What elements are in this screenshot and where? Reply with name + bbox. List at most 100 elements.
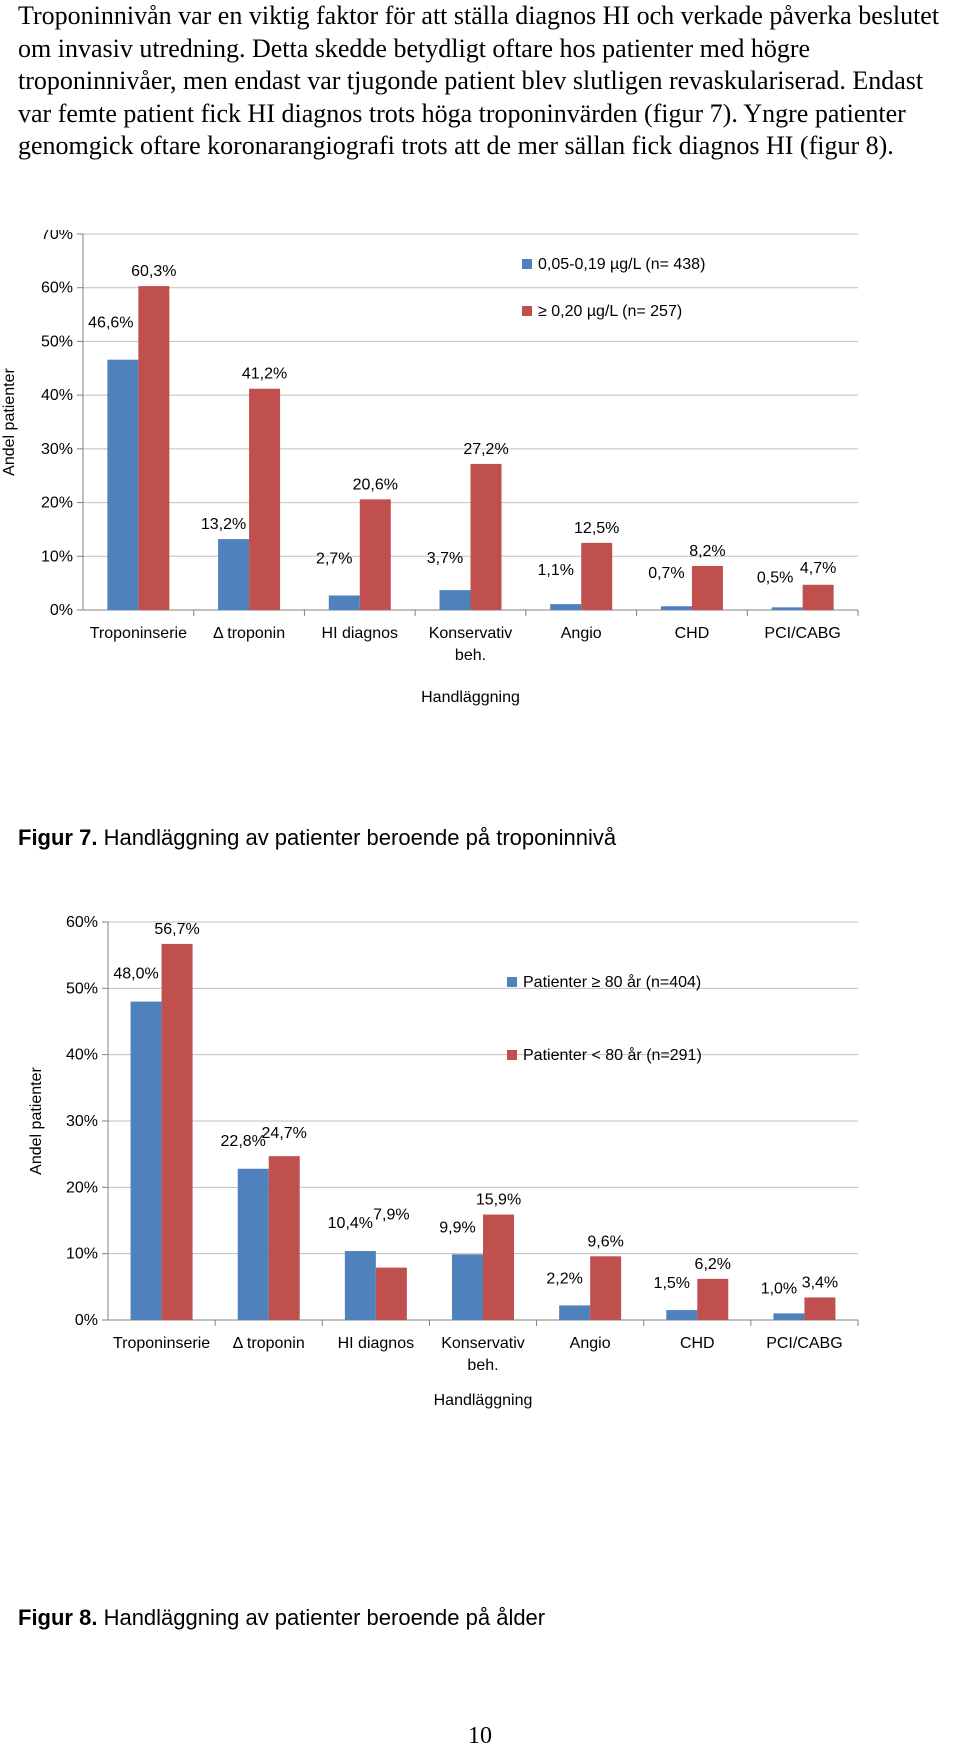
bar-series-2 [802,584,834,610]
x-tick-label: Δ troponin [213,625,285,642]
x-tick-label: Angio [570,1335,611,1352]
data-label: 4,7% [800,560,836,577]
bar-series-1 [328,595,360,610]
y-tick-label: 10% [66,1246,98,1263]
data-label: 48,0% [113,966,158,983]
figure-7-chart: 0% 10% 20% 30% 40% 50% 60% 70% Andel patienter Tr… [1,230,859,706]
figure-7-label: Figur 7. [18,825,98,850]
legend-label-1: 0,05-0,19 µg/L (n= 438) [538,256,705,273]
data-label: 2,7% [316,550,352,567]
data-label: 56,7% [154,921,199,938]
data-label: 9,6% [587,1233,623,1250]
figure-7-caption-text: Handläggning av patienter beroende på tr… [97,825,617,850]
bar-series-2 [161,943,193,1320]
data-label: 12,5% [574,520,619,537]
x-tick-label: Konservativ [429,625,513,642]
bar-series-1 [344,1251,376,1320]
y-tick-label: 0% [50,602,73,619]
y-axis-title: Andel patienter [28,1067,45,1175]
legend-label-1: Patienter ≥ 80 år (n=404) [523,973,701,991]
data-label: 22,8% [221,1133,266,1150]
legend-swatch-2 [522,306,532,316]
data-label: 0,5% [757,569,793,586]
bar-series-1 [107,359,139,610]
body-paragraph: Troponinnivån var en viktig faktor för a… [18,1,940,160]
data-label: 7,9% [373,1207,409,1224]
bar-series-2 [697,1278,729,1320]
data-label: 41,2% [242,366,287,383]
bar-series-1 [660,606,692,610]
data-label: 10,4% [328,1215,373,1232]
data-label: 2,2% [546,1270,582,1287]
data-label: 20,6% [353,476,398,493]
y-tick-label: 60% [66,915,98,931]
data-label: 3,4% [802,1274,838,1291]
bar-series-1 [773,1313,805,1320]
y-tick-label: 0% [75,1312,98,1329]
x-tick-label: CHD [680,1335,715,1352]
bar-series-1 [550,604,582,610]
x-tick-label: PCI/CABG [764,625,840,642]
x-tick-label: beh. [467,1357,498,1374]
data-label: 9,9% [439,1219,475,1236]
y-tick-label: 40% [66,1047,98,1064]
bar-series-1 [218,539,250,610]
legend-swatch-1 [507,977,517,987]
figure-8-label: Figur 8. [18,1605,98,1630]
bar-series-2 [581,542,613,610]
y-tick-label: 20% [41,495,73,512]
bar-series-2 [359,499,391,610]
x-tick-label: Troponinserie [113,1335,210,1352]
data-label: 27,2% [463,441,508,458]
y-tick-label: 30% [41,441,73,458]
data-label: 24,7% [262,1125,307,1142]
legend-label-2: Patienter < 80 år (n=291) [523,1046,702,1064]
x-axis-title: Handläggning [434,1392,533,1409]
data-label: 13,2% [201,516,246,533]
bar-series-1 [666,1310,698,1320]
bar-series-2 [375,1267,407,1320]
x-tick-label: CHD [675,625,710,642]
data-label: 3,7% [427,550,463,567]
bar-series-2 [249,388,281,610]
y-tick-label: 20% [66,1179,98,1196]
x-tick-label: HI diagnos [338,1335,415,1352]
bar-series-1 [771,607,803,610]
data-label: 60,3% [131,263,176,280]
y-tick-label: 50% [41,333,73,350]
data-label: 1,0% [761,1280,797,1297]
data-label: 1,5% [654,1275,690,1292]
x-axis-title: Handläggning [421,689,520,706]
bar-series-2 [691,565,723,610]
x-tick-label: HI diagnos [322,625,399,642]
legend-label-2: ≥ 0,20 µg/L (n= 257) [538,303,682,320]
bar-series-2 [268,1156,300,1320]
bar-series-1 [439,590,471,610]
bar-series-1 [130,1001,162,1320]
y-tick-label: 60% [41,280,73,297]
x-tick-label: beh. [455,647,486,664]
bar-series-2 [804,1297,836,1320]
y-tick-label: 40% [41,387,73,404]
y-tick-label: 70% [41,230,73,243]
legend-swatch-1 [522,259,532,269]
y-tick-label: 50% [66,980,98,997]
bar-series-1 [452,1254,483,1320]
bar-series-2 [483,1214,514,1320]
y-tick-label: 30% [66,1113,98,1130]
page-number: 10 [468,1723,492,1749]
figure-7-caption: Figur 7. Handläggning av patienter beroe… [18,825,616,851]
data-label: 0,7% [648,565,684,582]
y-axis-title: Andel patienter [1,368,18,476]
bar-series-1 [237,1168,269,1320]
y-tick-label: 10% [41,548,73,565]
data-label: 15,9% [476,1192,521,1209]
x-tick-label: PCI/CABG [766,1335,842,1352]
bar-series-2 [470,463,502,610]
data-label: 46,6% [88,315,133,332]
data-label: 1,1% [537,562,573,579]
bar-series-1 [559,1305,591,1320]
bar-series-2 [590,1256,622,1320]
x-tick-label: Konservativ [441,1335,525,1352]
figure-8-caption-text: Handläggning av patienter beroende på ål… [97,1605,546,1630]
